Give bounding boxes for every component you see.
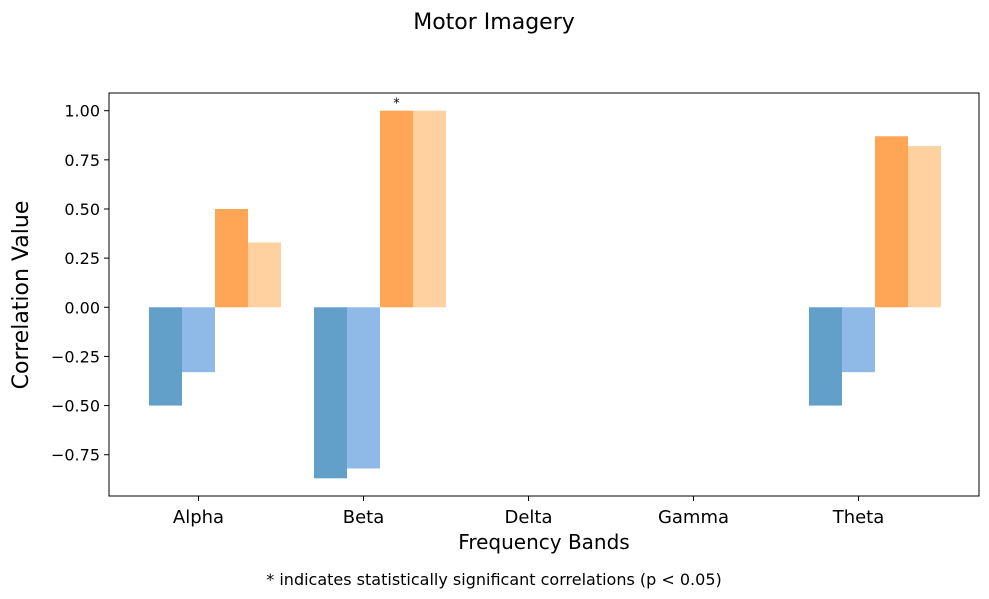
bar-beta-series-2 (347, 307, 380, 469)
x-tick-label: Beta (343, 507, 385, 528)
x-tick-label: Alpha (173, 507, 224, 528)
bar-theta-series-4 (908, 146, 941, 308)
bar-alpha-series-4 (248, 242, 281, 308)
bar-alpha-series-2 (182, 307, 215, 373)
y-tick-label: 0.75 (64, 151, 100, 170)
bar-theta-series-3 (875, 136, 908, 308)
significance-marker: * (393, 97, 400, 112)
bar-beta-series-3 (380, 110, 413, 308)
x-tick-label: Gamma (658, 507, 729, 528)
y-tick-label: 0.00 (64, 298, 100, 317)
plot-frame (108, 92, 980, 497)
bar-theta-series-1 (809, 307, 842, 406)
y-tick-label: 1.00 (64, 102, 100, 121)
bar-beta-series-4 (413, 110, 446, 308)
y-tick-label: −0.75 (51, 446, 100, 465)
y-tick-label: 0.25 (64, 249, 100, 268)
y-axis-label: Correlation Value (9, 201, 34, 390)
bar-alpha-series-3 (215, 208, 248, 308)
chart-title: Motor Imagery (413, 10, 575, 35)
bar-theta-series-2 (842, 307, 875, 373)
y-tick-label: −0.25 (51, 347, 100, 366)
x-tick-label: Delta (504, 507, 552, 528)
bar-beta-series-1 (314, 307, 347, 479)
y-tick-label: 0.50 (64, 200, 100, 219)
footnote: * indicates statistically significant co… (266, 570, 721, 589)
x-axis-label: Frequency Bands (458, 530, 629, 554)
y-tick-label: −0.50 (51, 397, 100, 416)
bar-alpha-series-1 (149, 307, 182, 406)
x-tick-label: Theta (832, 507, 885, 528)
plot-area: −0.75 −0.50 −0.25 0.00 0.25 0.50 0.75 1.00 Alpha… (51, 97, 941, 528)
